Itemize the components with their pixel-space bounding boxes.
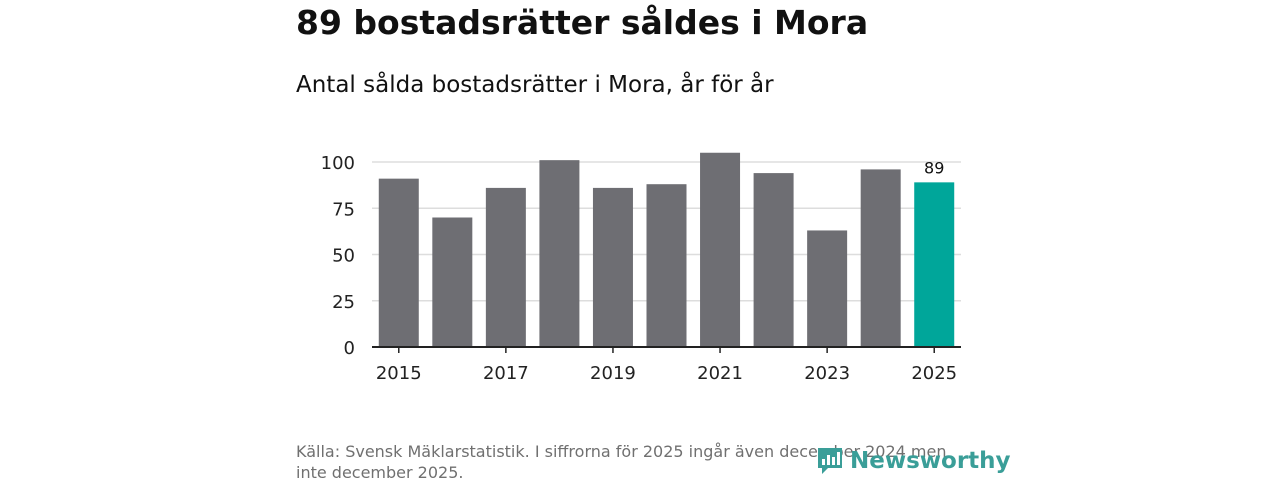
bar-value-label: 89 (924, 158, 944, 177)
x-tick-label: 2019 (590, 363, 636, 384)
y-tick-label: 50 (332, 246, 355, 267)
newsworthy-logo[interactable]: Newsworthy (816, 446, 1011, 476)
x-tick-label: 2015 (376, 363, 422, 384)
bar-2016 (432, 217, 473, 347)
bar-2021 (700, 152, 741, 347)
y-tick-label: 0 (344, 338, 355, 359)
bar-2019 (592, 187, 633, 347)
bar-2018 (539, 160, 580, 347)
bar-2025 (914, 182, 955, 347)
bar-2024 (860, 169, 901, 347)
y-tick-label: 75 (332, 199, 355, 220)
chart-title: 89 bostadsrätter såldes i Mora (296, 3, 869, 42)
y-tick-label: 100 (321, 153, 355, 174)
y-tick-label: 25 (332, 292, 355, 313)
x-tick-label: 2025 (911, 363, 957, 384)
bar-2022 (753, 173, 794, 347)
bar-2015 (378, 178, 419, 347)
bar-2020 (646, 184, 687, 347)
bar-2017 (485, 187, 526, 347)
logo-text: Newsworthy (850, 448, 1011, 474)
x-tick-label: 2021 (697, 363, 743, 384)
source-note: Källa: Svensk Mäklarstatistik. I siffror… (296, 442, 947, 482)
bar-2023 (807, 230, 848, 347)
newsworthy-logo-icon (818, 448, 842, 474)
chart-subtitle: Antal sålda bostadsrätter i Mora, år för… (296, 72, 774, 98)
bar-chart: 0 25 50 75 100 89 2015 2017 2019 2021 2023 2025 (321, 152, 961, 384)
x-tick-label: 2023 (804, 363, 850, 384)
x-tick-label: 2017 (483, 363, 529, 384)
